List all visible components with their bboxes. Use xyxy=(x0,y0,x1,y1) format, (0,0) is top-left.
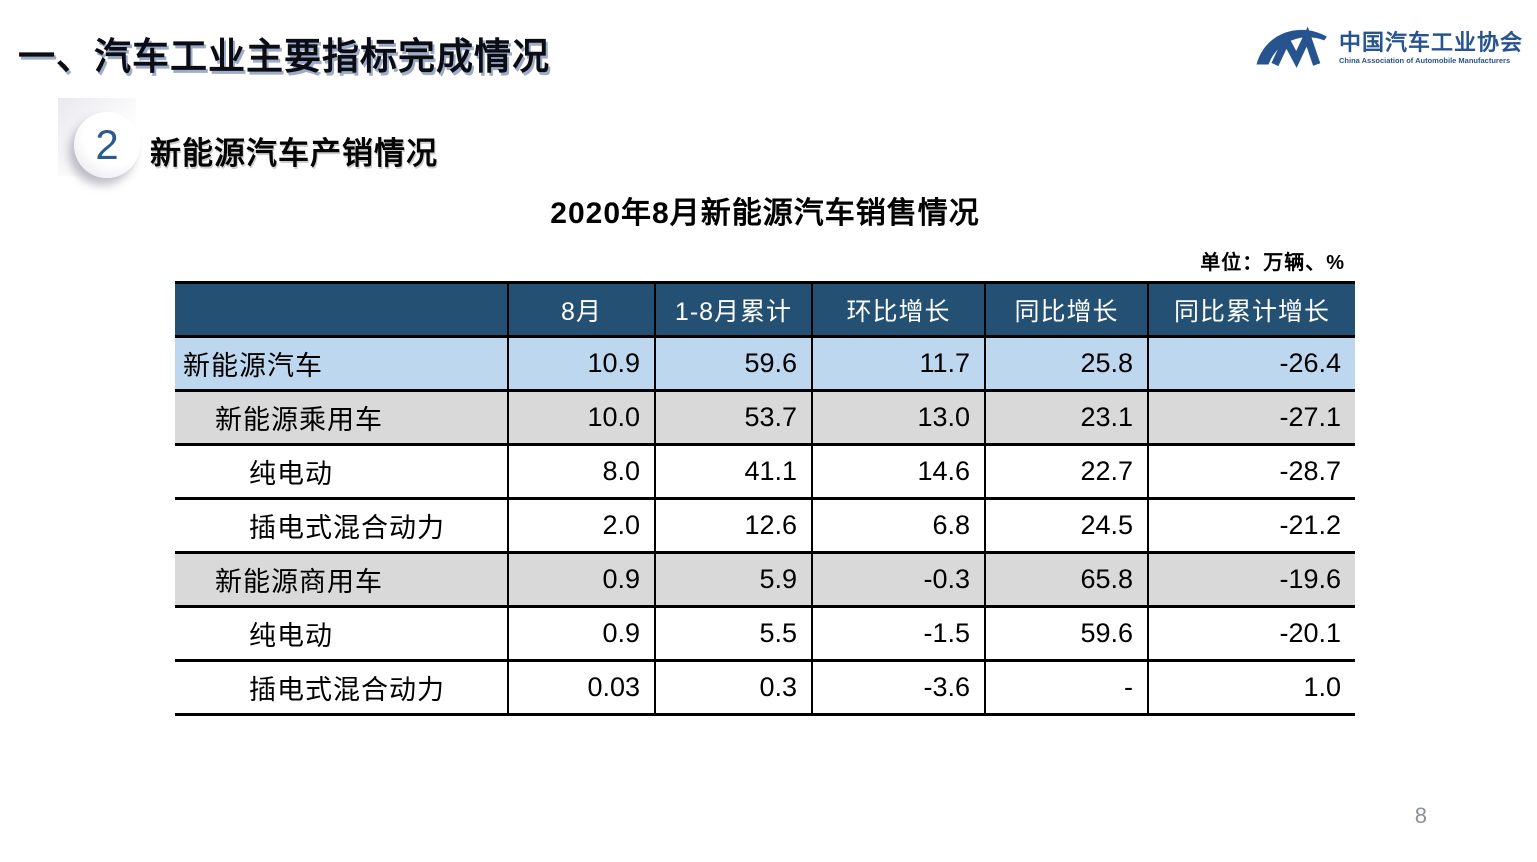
logo-name-cn: 中国汽车工业协会 xyxy=(1338,30,1523,56)
corner-header-cell xyxy=(175,283,508,337)
table-header-row: 8月 1-8月累计 环比增长 同比增长 同比累计增长 xyxy=(175,282,1355,337)
cell-value: -28.7 xyxy=(1147,444,1355,499)
cell-value: 5.5 xyxy=(654,606,812,661)
unit-label: 单位：万辆、% xyxy=(1200,252,1345,274)
cell-value: 10.0 xyxy=(507,390,655,445)
row-label: 新能源商用车 xyxy=(215,567,383,597)
cell-value: -19.6 xyxy=(1147,552,1355,607)
column-header: 同比累计增长 xyxy=(1147,282,1355,337)
cell-value: 2.0 xyxy=(507,498,655,553)
cell-value: -1.5 xyxy=(811,606,985,661)
cell-value: 14.6 xyxy=(811,444,985,499)
table-row: 插电式混合动力 0.03 0.3 -3.6-1.0 xyxy=(175,660,1355,715)
table-row: 纯电动 8.0 41.1 14.6 22.7 -28.7 xyxy=(175,444,1355,499)
column-header: 同比增长 xyxy=(984,282,1148,337)
column-header: 1-8月累计 xyxy=(654,282,812,337)
table-row: 新能源乘用车 10.0 53.7 13.0 23.1 -27.1 xyxy=(175,390,1355,445)
logo-name-en: China Association of Automobile Manufact… xyxy=(1338,56,1511,66)
cell-value: 8.0 xyxy=(507,444,655,499)
column-header: 环比增长 xyxy=(811,282,985,337)
cell-value: 13.0 xyxy=(811,390,985,445)
row-label: 新能源乘用车 xyxy=(215,405,383,435)
table-row: 纯电动 0.9 5.5 -1.5 59.6 -20.1 xyxy=(175,606,1355,661)
page-title: 一、汽车工业主要指标完成情况 xyxy=(18,36,550,77)
cell-value: 0.03 xyxy=(507,660,655,715)
cell-value: -0.3 xyxy=(811,552,985,607)
section-heading: 新能源汽车产销情况 xyxy=(150,136,438,171)
section-number: 2 xyxy=(95,121,119,168)
row-label: 插电式混合动力 xyxy=(249,513,445,543)
cell-value: 65.8 xyxy=(984,552,1148,607)
table-title: 2020年8月新能源汽车销售情况 xyxy=(550,197,980,230)
row-label: 纯电动 xyxy=(249,459,333,489)
cell-value: -26.4 xyxy=(1147,336,1355,391)
cell-value: - xyxy=(984,660,1148,715)
cell-value: -3.6 xyxy=(811,660,985,715)
cell-value: 5.9 xyxy=(654,552,812,607)
page-number: 8 xyxy=(1414,803,1427,828)
row-label: 插电式混合动力 xyxy=(249,675,445,705)
section-number-badge: 2 xyxy=(74,112,140,178)
cell-value: 1.0 xyxy=(1147,660,1355,715)
cell-value: 23.1 xyxy=(984,390,1148,445)
cell-value: 53.7 xyxy=(654,390,812,445)
column-header: 8月 xyxy=(507,282,655,337)
cell-value: 12.6 xyxy=(654,498,812,553)
cell-value: 59.6 xyxy=(984,606,1148,661)
cell-value: -27.1 xyxy=(1147,390,1355,445)
cell-value: 6.8 xyxy=(811,498,985,553)
row-label: 新能源汽车 xyxy=(183,351,323,381)
cell-value: -21.2 xyxy=(1147,498,1355,553)
cell-value: 10.9 xyxy=(507,336,655,391)
cell-value: 25.8 xyxy=(984,336,1148,391)
cell-value: 0.9 xyxy=(507,606,655,661)
caam-logo-icon xyxy=(1256,26,1327,68)
cell-value: 0.3 xyxy=(654,660,812,715)
table-row: 新能源商用车 0.9 5.9 -0.3 65.8 -19.6 xyxy=(175,552,1355,607)
cell-value: 0.9 xyxy=(507,552,655,607)
table-row: 新能源汽车 10.9 59.6 11.7 25.8 -26.4 xyxy=(175,336,1355,391)
caam-logo: 中国汽车工业协会 China Association of Automobile… xyxy=(1254,24,1523,72)
row-label: 纯电动 xyxy=(249,621,333,651)
caam-logo-text: 中国汽车工业协会 China Association of Automobile… xyxy=(1339,31,1523,65)
cell-value: 59.6 xyxy=(654,336,812,391)
cell-value: 22.7 xyxy=(984,444,1148,499)
cell-value: 24.5 xyxy=(984,498,1148,553)
cell-value: 41.1 xyxy=(654,444,812,499)
sales-table: 8月 1-8月累计 环比增长 同比增长 同比累计增长 新能源汽车 10.9 59.6 11.7… xyxy=(175,281,1355,716)
table-row: 插电式混合动力 2.0 12.6 6.8 24.5 -21.2 xyxy=(175,498,1355,553)
cell-value: 11.7 xyxy=(811,336,985,391)
cell-value: -20.1 xyxy=(1147,606,1355,661)
